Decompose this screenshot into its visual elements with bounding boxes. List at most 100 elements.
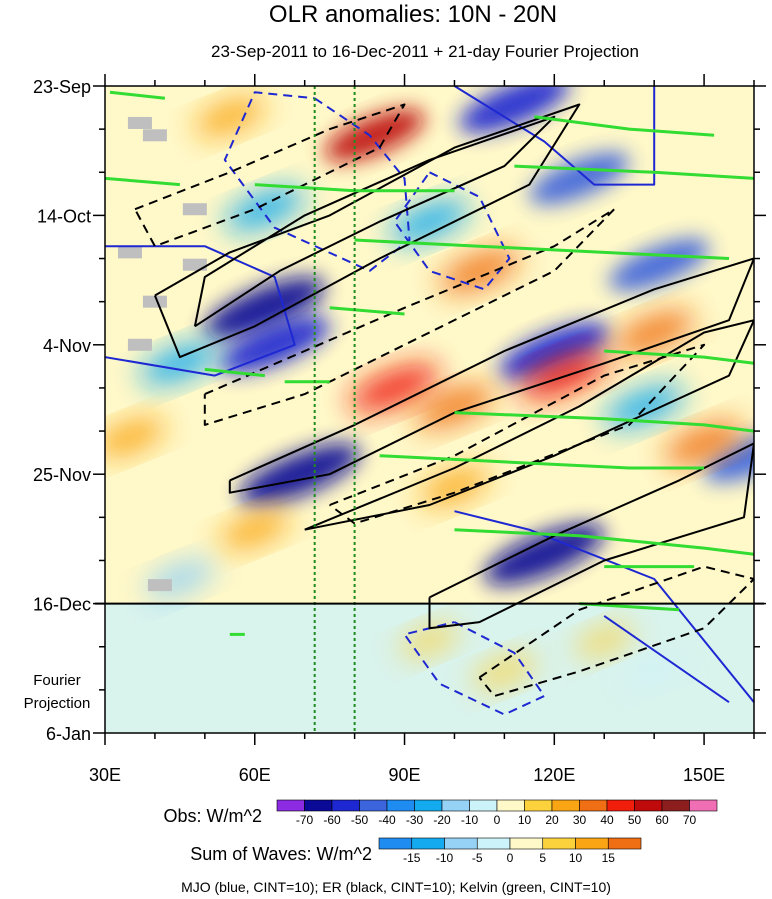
x-tick-label: 90E xyxy=(389,765,421,785)
colorbar-label: 40 xyxy=(600,813,614,827)
colorbar-swatch xyxy=(359,799,388,812)
anomaly-blob xyxy=(324,109,425,162)
anomaly-blob xyxy=(499,322,610,380)
missing-data-cell xyxy=(182,258,207,271)
anomaly-blob xyxy=(389,200,470,244)
mjo-contour xyxy=(223,91,411,272)
kelvin-contour xyxy=(454,411,754,433)
colorbar-label: -10 xyxy=(461,813,479,827)
missing-data-cell xyxy=(127,116,152,129)
anomaly-blob xyxy=(627,655,682,688)
contour-note: MJO (blue, CINT=10); ER (black, CINT=10)… xyxy=(181,879,611,895)
anomaly-blob xyxy=(204,277,326,339)
kelvin-contour xyxy=(514,164,754,180)
kelvin-contour xyxy=(204,367,265,378)
mjo-contour xyxy=(453,86,656,186)
anomaly-blob xyxy=(419,467,490,506)
anomaly-blob xyxy=(414,384,495,428)
obs-colorbar: Obs: W/m^2 -70 -60 -50 -40 -30 -20 -10 0 10 20 30 4… xyxy=(164,799,718,827)
colorbar-swatch xyxy=(634,799,663,812)
plot-frame xyxy=(104,85,755,734)
colorbar-swatch xyxy=(444,837,478,850)
kelvin-contour xyxy=(454,528,754,556)
kelvin-contour xyxy=(354,238,730,260)
colorbar-label: -15 xyxy=(403,851,421,865)
colorbar-swatch xyxy=(304,799,333,812)
anomaly-blob xyxy=(224,187,305,231)
colorbar-label: 0 xyxy=(507,851,514,865)
anomaly-blob xyxy=(614,310,694,354)
waves-colorbar: Sum of Waves: W/m^2 -15 -10 -5 0 5 10 15 xyxy=(190,837,642,865)
anomaly-blob xyxy=(604,384,685,428)
anomaly-blob xyxy=(574,623,634,658)
colorbar-label: 0 xyxy=(494,813,501,827)
mjo-contour xyxy=(603,615,730,704)
chart-title: OLR anomalies: 10N - 20N xyxy=(269,1,557,28)
colorbar-swatch xyxy=(509,837,544,850)
x-tick-label: 150E xyxy=(683,765,725,785)
colorbar-label: -60 xyxy=(323,813,341,827)
colorbar-swatch xyxy=(551,799,580,812)
colorbar-swatch xyxy=(689,799,718,812)
anomaly-blob xyxy=(664,421,744,465)
x-axis: 30E 60E 90E 120E 150E xyxy=(89,74,755,785)
missing-data-cell xyxy=(182,203,207,216)
y-tick-label: 14-Oct xyxy=(37,206,91,226)
missing-data-cell xyxy=(147,579,172,592)
colorbar-label: 50 xyxy=(628,813,642,827)
colorbar-swatch xyxy=(575,837,609,850)
colorbar-swatch xyxy=(276,799,305,812)
projection-label-line1: Fourier xyxy=(33,672,81,689)
colorbar-swatch xyxy=(386,799,415,812)
colorbar-swatch xyxy=(414,799,443,812)
colorbar-label: -50 xyxy=(351,813,369,827)
colorbar-swatch xyxy=(378,837,413,850)
er-contour xyxy=(428,442,754,630)
colorbar-label: 70 xyxy=(683,813,697,827)
x-tick-label: 30E xyxy=(89,765,121,785)
er-contour xyxy=(153,103,581,359)
colorbar-label: -40 xyxy=(378,813,396,827)
y-tick-label: 25-Nov xyxy=(33,465,91,485)
missing-data-cell xyxy=(127,338,152,351)
colorbar-label: -30 xyxy=(406,813,424,827)
plot-area xyxy=(95,85,764,734)
anomaly-blob xyxy=(195,97,265,137)
anomaly-blob xyxy=(529,152,630,205)
anomaly-blob xyxy=(349,364,440,412)
colorbar-label: 15 xyxy=(602,851,616,865)
colorbar-swatch xyxy=(542,837,576,850)
mjo-contour xyxy=(403,621,546,716)
anomaly-blob xyxy=(703,429,754,482)
anomaly-blob xyxy=(439,249,520,293)
missing-data-cell xyxy=(142,295,167,308)
missing-data-cell xyxy=(142,129,167,142)
colorbar-label: 30 xyxy=(573,813,587,827)
colorbar-swatch xyxy=(606,799,635,812)
er-contour xyxy=(228,257,754,494)
colorbar-label: 20 xyxy=(545,813,559,827)
kelvin-contour xyxy=(579,602,680,612)
colorbar-swatch xyxy=(607,837,642,850)
y-tick-label: 16-Dec xyxy=(33,595,91,615)
colorbar-swatch xyxy=(496,799,525,812)
colorbar-swatch xyxy=(524,799,553,812)
x-tick-label: 60E xyxy=(239,765,271,785)
colorbar-swatch xyxy=(469,799,498,812)
missing-data-cells xyxy=(117,116,207,592)
colorbar-swatch xyxy=(331,799,360,812)
colorbar-label: -5 xyxy=(472,851,483,865)
waves-colorbar-title: Sum of Waves: W/m^2 xyxy=(190,844,372,864)
anomaly-blob xyxy=(140,341,220,385)
er-contour xyxy=(304,319,754,531)
kelvin-contour xyxy=(109,90,166,100)
kelvin-contour xyxy=(534,115,715,137)
y-tick-label: 23-Sep xyxy=(33,77,91,97)
y-tick-label: 6-Jan xyxy=(46,724,91,744)
x-tick-label: 120E xyxy=(533,765,575,785)
colorbar-swatch xyxy=(411,837,445,850)
kelvin-contour xyxy=(105,176,181,187)
anomaly-blob xyxy=(484,523,605,585)
colorbar-label: -70 xyxy=(296,813,314,827)
